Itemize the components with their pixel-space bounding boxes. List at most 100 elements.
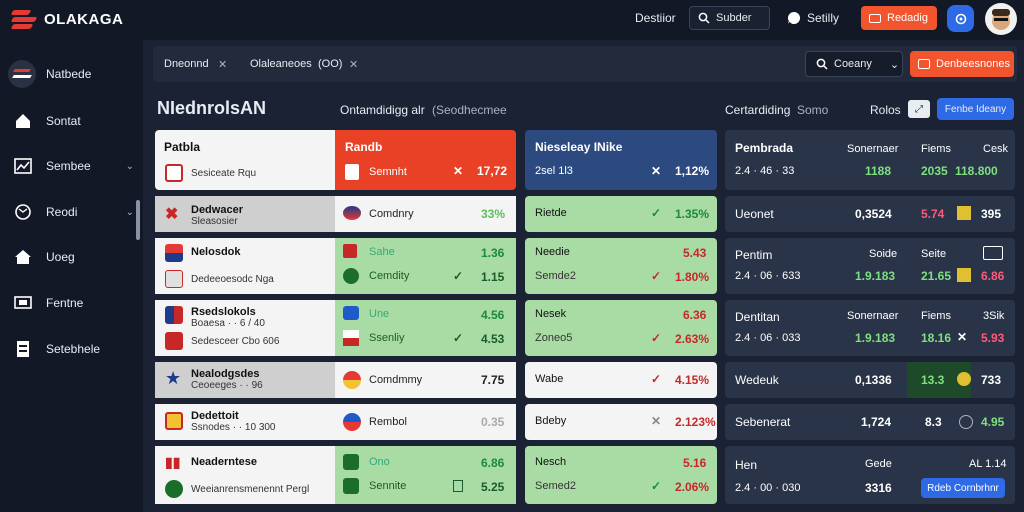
stats-title: Wedeuk xyxy=(735,373,779,387)
stats-card[interactable]: Ueonet 0,3524 5.74 395 xyxy=(725,196,1015,232)
sidebar-scrollbar[interactable] xyxy=(136,200,140,240)
close-icon[interactable]: ✕ xyxy=(349,59,359,71)
primary-action-button[interactable]: Denbeesnones xyxy=(910,51,1014,77)
topbar-link-1[interactable]: Destiior xyxy=(635,11,676,25)
stats-card[interactable]: Pentim Soide Seite 2.4 · 06 · 633 1.9.18… xyxy=(725,238,1015,294)
sidebar-item-5[interactable]: Setebhele xyxy=(14,340,134,358)
team-name: Rsedslokols xyxy=(191,306,256,318)
stats-card[interactable]: Hen Gede AL 1.14 2.4 · 00 · 030 3316 Rde… xyxy=(725,446,1015,504)
stats-value-3: 733 xyxy=(981,373,1002,387)
breadcrumb-item-2[interactable]: Olaleaneoes xyxy=(250,58,312,70)
table-row[interactable]: Rsedslokols Boaesa · · 6 / 40 Sedesceer … xyxy=(155,300,335,356)
stats-value-2: 8.3 xyxy=(925,415,942,429)
market-cell[interactable]: Nesek 6.36 Zoneo5 ✓ 2.63% xyxy=(525,300,717,356)
stats-value-3: 395 xyxy=(981,207,1002,221)
odds-cell-highlighted[interactable]: Randb Semnht ✕ 17,72 xyxy=(335,130,516,190)
stats-value-1: 1.9.183 xyxy=(855,331,896,345)
chevron-down-icon: ⌄ xyxy=(125,206,134,218)
team-crest-icon xyxy=(165,244,183,262)
table-row[interactable]: Dedettoit Ssnodes · · 10 300 xyxy=(155,404,335,440)
badge-icon xyxy=(957,372,971,386)
house-icon xyxy=(15,250,31,264)
market-value: 5.16 xyxy=(683,456,707,470)
breadcrumb-item-3[interactable]: (OO) xyxy=(318,58,343,70)
stats-card[interactable]: Wedeuk 0,1336 13.3 733 xyxy=(725,362,1015,398)
stats-card[interactable]: Sebenerat 1,724 8.3 4.95 xyxy=(725,404,1015,440)
sidebar-item-4[interactable]: Fentne xyxy=(14,294,134,312)
market-cell[interactable]: Bdeby ✕ 2.123% xyxy=(525,404,717,440)
topbar-orange-button[interactable]: Redadig xyxy=(861,6,937,30)
tv-icon xyxy=(983,246,1003,260)
market-name: Nesek xyxy=(535,308,567,320)
column-heading-2: Certardiding xyxy=(725,103,791,117)
odds-value-2: 1.15 xyxy=(481,270,505,284)
topbar-link-2[interactable]: Setilly xyxy=(787,11,839,25)
top-bar: OLAKAGA Destiior Subder Setilly Redadig xyxy=(0,0,1024,40)
flag-icon xyxy=(343,244,357,258)
ticket-icon xyxy=(918,59,930,69)
odds-value: 1.36 xyxy=(481,246,505,260)
info-icon xyxy=(959,415,973,429)
team-crest-icon xyxy=(165,164,183,182)
badge-icon xyxy=(957,206,971,220)
sidebar-item-2[interactable]: Reodi ⌄ xyxy=(14,203,134,221)
odds-cell[interactable]: Comdmmy 7.75 xyxy=(335,362,516,398)
stats-meta: 2.4 · 06 · 033 xyxy=(735,332,801,344)
shield-icon xyxy=(343,306,359,320)
topbar-search[interactable]: Subder xyxy=(689,6,770,30)
market-cell[interactable]: Nieseleay INike 2sel 1l3 ✕ 1,12% xyxy=(525,130,717,190)
sidebar-item-label: Setebhele xyxy=(46,342,101,356)
odds-sub: Sennite xyxy=(369,480,407,492)
stats-value-3: 4.95 xyxy=(981,415,1005,429)
close-icon[interactable]: ✕ xyxy=(218,59,228,71)
table-row[interactable]: Nelosdok Dedeeoesodc Nga xyxy=(155,238,335,294)
market-value: 2.123% xyxy=(675,415,716,429)
odds-cell[interactable]: Sahe 1.36 Cemdity ✓ 1.15 xyxy=(335,238,516,294)
market-sub: Zoneo5 xyxy=(535,332,573,344)
shield-icon xyxy=(345,164,359,180)
market-value: 1,12% xyxy=(675,164,710,178)
market-cell[interactable]: Needie 5.43 Semde2 ✓ 1.80% xyxy=(525,238,717,294)
team-name: Nealodgsdes xyxy=(191,368,260,380)
heading-blue-button[interactable]: Fenbe Ideany xyxy=(937,98,1014,120)
settings-button[interactable] xyxy=(947,5,974,32)
market-cell[interactable]: Wabe ✓ 4.15% xyxy=(525,362,717,398)
column-heading-1-note: (Seodhecmee xyxy=(432,103,507,117)
stats-title: Pembrada xyxy=(735,141,794,155)
table-row[interactable]: ✖ Dedwacer Sleasosier xyxy=(155,196,335,232)
team-meta: Sesiceate Rqu xyxy=(191,168,257,179)
market-cell[interactable]: Rietde ✓ 1.35% xyxy=(525,196,717,232)
table-row[interactable]: ★ Nealodgsdes Ceoeeges · · 96 xyxy=(155,362,335,398)
market-cell[interactable]: Nesch 5.16 Semed2 ✓ 2.06% xyxy=(525,446,717,504)
breadcrumb-item-1[interactable]: Dneonnd xyxy=(164,58,209,70)
odds-cell[interactable]: Ono 6.86 Sennite 5.25 xyxy=(335,446,516,504)
stats-value-1: 0,1336 xyxy=(855,373,892,387)
sidebar-item-1[interactable]: Sembee ⌄ xyxy=(14,157,134,175)
odds-cell[interactable]: Rembol 0.35 xyxy=(335,404,516,440)
market-name: Rietde xyxy=(535,207,567,219)
sidebar-item-0[interactable]: Sontat xyxy=(14,112,134,130)
sidebar-brand[interactable]: Natbede xyxy=(8,60,91,88)
category-select[interactable]: Coeany ⌄ xyxy=(805,51,903,77)
topbar-link-2-label: Setilly xyxy=(807,11,840,25)
market-value-2: 2.63% xyxy=(675,332,710,346)
odds-cell[interactable]: Une 4.56 Ssenliy ✓ 4.53 xyxy=(335,300,516,356)
stats-meta: 2.4 · 00 · 030 xyxy=(735,482,801,494)
sidebar-item-3[interactable]: Uoeg xyxy=(14,248,134,266)
market-value: 4.15% xyxy=(675,373,710,387)
avatar[interactable] xyxy=(985,3,1017,35)
brand-logo[interactable]: OLAKAGA xyxy=(10,6,123,32)
table-row[interactable]: ▮▮ Neaderntese Weeianrensmenennt Pergl xyxy=(155,446,335,504)
stats-card[interactable]: Pembrada Sonernaer Fiems Cesk 2.4 · 46 ·… xyxy=(725,130,1015,190)
flag-icon xyxy=(343,478,359,494)
team-crest-icon: ✖ xyxy=(165,206,179,223)
stats-title: Hen xyxy=(735,458,758,472)
chat-icon xyxy=(787,11,801,24)
stats-card[interactable]: Dentitan Sonernaer Fiems 3Sik 2.4 · 06 ·… xyxy=(725,300,1015,356)
star-icon: ★ xyxy=(165,368,182,388)
expand-button[interactable]: ⤢ xyxy=(908,100,930,118)
table-row[interactable]: Patbla Sesiceate Rqu xyxy=(155,130,335,190)
category-value: Coeany xyxy=(834,58,872,70)
row-action-button[interactable]: Rdeb Cornbrhnr xyxy=(921,478,1005,498)
odds-cell[interactable]: Comdnry 33% xyxy=(335,196,516,232)
